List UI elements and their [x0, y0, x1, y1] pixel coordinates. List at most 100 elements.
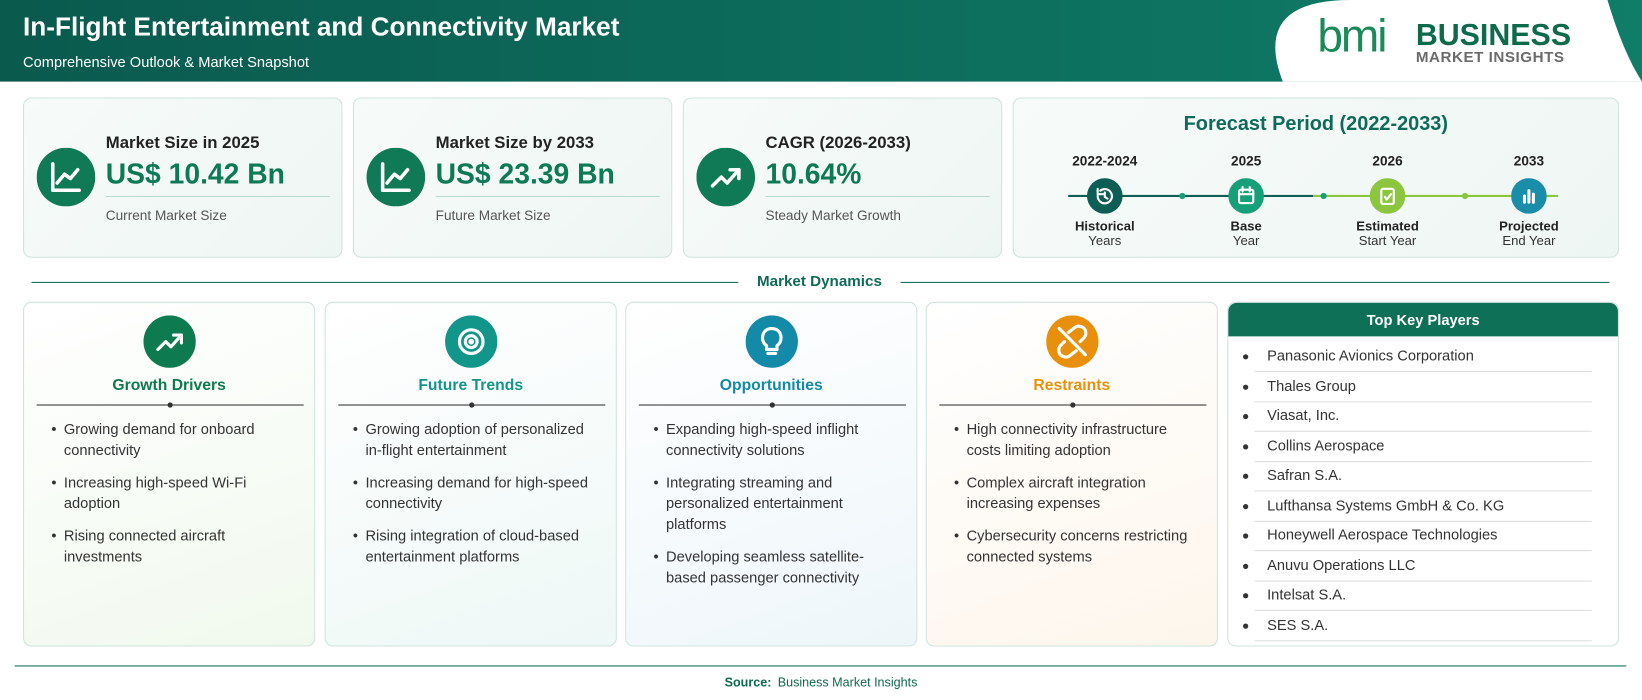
column-item: Rising connected aircraft investments — [51, 525, 294, 567]
step-icon — [1369, 178, 1406, 214]
dynamics-column: Future Trends Growing adoption of persona… — [324, 301, 617, 647]
divider — [435, 195, 660, 198]
bullet — [1243, 503, 1249, 509]
column-icon — [745, 315, 798, 368]
player-name: Safran S.A. — [1267, 466, 1343, 484]
forecast-card: Forecast Period (2022-2033) 2022-2024 Hist… — [1012, 97, 1619, 258]
player-name: Viasat, Inc. — [1267, 406, 1340, 424]
source-label: Source: — [724, 674, 772, 690]
players-header — [1228, 302, 1618, 337]
stat-label: CAGR (2026-2033) — [765, 134, 911, 152]
stat-card: Market Size in 2025 US$ 10.42 Bn Current M… — [23, 97, 343, 258]
stat-icon — [36, 147, 96, 207]
player-name: SES S.A. — [1267, 615, 1329, 633]
divider-dot — [167, 402, 173, 408]
step-years: 2033 — [1513, 152, 1545, 169]
divider — [1254, 639, 1592, 641]
step-icon — [1511, 178, 1547, 214]
stat-value: US$ 23.39 Bn — [435, 158, 615, 190]
title: In-Flight Entertainment and Connectivity… — [23, 12, 620, 42]
bullet — [1243, 354, 1249, 360]
divider-dot — [1070, 402, 1076, 408]
divider — [1254, 430, 1592, 432]
forecast-title: Forecast Period (2022-2033) — [1183, 113, 1448, 136]
step-icon — [1228, 178, 1264, 214]
player-name: Lufthansa Systems GmbH & Co. KG — [1267, 496, 1505, 513]
column-icon — [1046, 315, 1099, 368]
column-item: Growing adoption of personalized in-flig… — [353, 418, 595, 460]
player-name: Collins Aerospace — [1267, 436, 1385, 454]
bullet — [1243, 443, 1249, 450]
divider — [765, 195, 990, 198]
column-item: Rising integration of cloud-based entert… — [353, 525, 595, 567]
divider — [1254, 609, 1592, 611]
divider-dot — [769, 402, 775, 408]
column-title: Future Trends — [418, 376, 524, 395]
stat-note: Future Market Size — [435, 207, 551, 224]
rule — [900, 281, 1610, 283]
timeline — [1068, 194, 1314, 198]
bullet — [1243, 622, 1249, 629]
dynamics-column: Restraints High connectivity infrastructu… — [925, 301, 1218, 647]
step-years: 2025 — [1231, 152, 1262, 169]
player-name: Thales Group — [1267, 376, 1356, 394]
divider — [1254, 580, 1592, 582]
column-item: High connectivity infrastructure costs l… — [954, 418, 1197, 460]
stat-card: Market Size by 2033 US$ 23.39 Bn Future Ma… — [352, 97, 673, 258]
rule — [31, 281, 739, 283]
timeline — [1313, 194, 1559, 198]
rule — [14, 665, 1627, 667]
player-name: Panasonic Avionics Corporation — [1267, 346, 1474, 364]
bullet — [1243, 384, 1249, 390]
divider — [1254, 490, 1592, 492]
column-item: Developing seamless satellite-based pass… — [653, 546, 896, 588]
stat-note: Steady Market Growth — [765, 207, 901, 224]
logo-mark: bmi — [1317, 10, 1387, 62]
column-title: Restraints — [1033, 376, 1111, 395]
player-name: Intelsat S.A. — [1267, 585, 1347, 603]
divider — [105, 195, 330, 198]
column-item: Complex aircraft integration increasing … — [954, 472, 1197, 514]
bullet — [1243, 473, 1249, 479]
timeline-dot — [1461, 192, 1469, 200]
bullet — [1243, 533, 1249, 539]
divider — [1254, 370, 1592, 373]
players-title: Top Key Players — [1366, 311, 1480, 328]
subtitle: Comprehensive Outlook & Market Snapshot — [23, 53, 310, 71]
step-icon — [1086, 178, 1123, 214]
divider-dot — [469, 402, 475, 408]
step-sub: Start Year — [1358, 233, 1417, 249]
divider — [1254, 460, 1592, 462]
divider — [1254, 550, 1592, 552]
column-title: Opportunities — [719, 376, 823, 395]
step-years: 2022-2024 — [1072, 152, 1138, 169]
column-item: Increasing demand for high-speed connect… — [353, 472, 595, 514]
step-years: 2026 — [1372, 152, 1403, 169]
logo-tagline: MARKET INSIGHTS — [1415, 49, 1565, 67]
column-title: Growth Drivers — [112, 376, 226, 395]
dynamics-column: Opportunities Expanding high-speed inflig… — [625, 301, 918, 647]
step-label: Base — [1230, 219, 1262, 234]
stat-card: CAGR (2026-2033) 10.64% Steady Market Grow… — [682, 97, 1003, 258]
step-label: Historical — [1074, 219, 1135, 234]
step-sub: Years — [1088, 233, 1122, 249]
stat-note: Current Market Size — [105, 207, 227, 224]
stat-label: Market Size in 2025 — [105, 134, 260, 152]
timeline-dot — [1179, 192, 1186, 200]
column-item: Increasing high-speed Wi-Fi adoption — [51, 472, 294, 514]
stat-value: US$ 10.42 Bn — [105, 158, 285, 190]
dynamics-column: Growth Drivers Growing demand for onboard… — [23, 301, 316, 647]
step-label: Projected — [1499, 219, 1559, 234]
stat-icon — [366, 147, 426, 207]
stat-value: 10.64% — [765, 158, 862, 190]
column-item: Cybersecurity concerns restricting conne… — [954, 525, 1197, 567]
column-icon — [143, 315, 196, 368]
step-sub: End Year — [1502, 233, 1556, 249]
logo-name: BUSINESS — [1415, 18, 1572, 53]
bullet — [1243, 563, 1249, 569]
stat-icon — [696, 147, 756, 207]
divider — [1254, 520, 1592, 522]
column-icon — [445, 315, 498, 368]
